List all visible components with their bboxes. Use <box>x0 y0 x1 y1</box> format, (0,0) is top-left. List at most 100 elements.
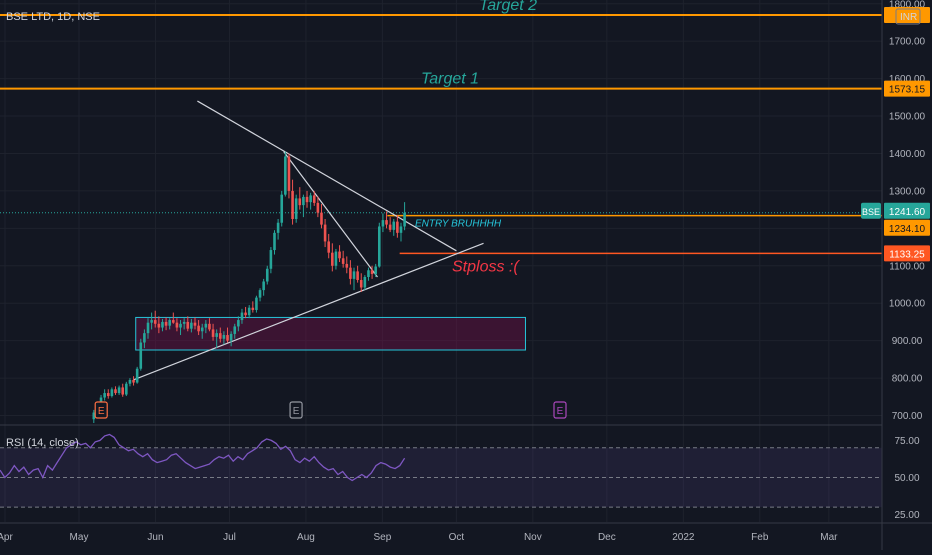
candle-body <box>247 307 251 316</box>
candle-body <box>334 251 338 266</box>
candle-body <box>106 393 110 397</box>
candle-body <box>298 198 302 206</box>
candle-body <box>327 241 331 253</box>
price-badge-box <box>884 80 930 97</box>
candle-body <box>139 342 143 369</box>
price-levels: Target 2 Target 1 ENTRY BRUHHHH Stploss :( <box>0 0 882 275</box>
time-tick-label: Sep <box>374 532 392 543</box>
candle-body <box>352 271 356 279</box>
time-tick-label: Aug <box>297 532 315 543</box>
trendline <box>283 151 378 278</box>
candle-body <box>269 250 273 269</box>
candle-body <box>135 368 139 383</box>
candle-body <box>182 321 186 324</box>
grid <box>0 0 882 522</box>
rsi-tick-label: 75.00 <box>894 436 919 447</box>
symbol-badge-text: BSE <box>862 207 880 217</box>
candle-body <box>302 196 305 206</box>
target-label: Target 1 <box>421 71 479 88</box>
earnings-marker[interactable]: E <box>289 401 303 419</box>
rsi-tick-label: 25.00 <box>894 510 919 521</box>
candle-body <box>244 312 247 316</box>
candle-body <box>226 335 229 341</box>
price-badge-box <box>884 202 930 219</box>
candle-body <box>381 220 385 227</box>
earnings-marker-label: E <box>98 406 105 417</box>
candle-body <box>280 194 284 223</box>
price-axis: 700.00800.00900.001000.001100.001200.001… <box>861 0 932 550</box>
candle-body <box>121 387 125 395</box>
candle-body <box>338 251 341 259</box>
candle-body <box>392 221 396 230</box>
candle-body <box>233 326 237 334</box>
price-tick-label: 1500.00 <box>889 112 926 123</box>
earnings-marker-label: E <box>557 406 564 417</box>
candle-body <box>125 383 128 395</box>
candle-body <box>215 333 218 337</box>
price-tick-label: 1400.00 <box>889 149 926 160</box>
candle-body <box>168 320 171 326</box>
candle-body <box>323 224 327 242</box>
price-badge-text: 1133.25 <box>889 249 925 260</box>
candle-body <box>399 226 403 233</box>
symbol-title[interactable]: BSE LTD, 1D, NSE <box>6 11 100 23</box>
candle-body <box>218 333 222 339</box>
stoploss-label: Stploss :( <box>452 258 520 275</box>
candles <box>92 151 406 423</box>
candle-body <box>356 271 359 281</box>
candle-body <box>305 196 309 203</box>
symbol-badge-box <box>861 202 881 219</box>
price-badge-box <box>884 219 930 236</box>
candle-body <box>388 224 392 230</box>
price-badge-text: 1234.10 <box>889 224 926 235</box>
earnings-marker[interactable]: E <box>94 401 108 419</box>
candle-body <box>117 387 121 394</box>
candle-body <box>359 280 363 288</box>
candle-body <box>164 321 168 326</box>
time-tick-label: Feb <box>751 532 769 543</box>
time-axis: Apr May Jun Jul Aug Sep Oct Nov Dec 2022 Feb Mar <box>0 522 932 543</box>
price-badge-box <box>884 245 930 262</box>
candle-body <box>385 220 388 225</box>
candle-body <box>363 277 367 288</box>
trendline <box>133 242 484 381</box>
candle-body <box>240 312 244 321</box>
candle-body <box>208 323 211 330</box>
candle-body <box>262 281 265 291</box>
earnings-marker[interactable]: E <box>553 401 567 419</box>
candle-body <box>396 221 399 233</box>
candle-body <box>320 212 323 225</box>
candle-body <box>370 270 374 275</box>
candle-body <box>172 320 175 323</box>
currency-label: INR <box>900 12 917 23</box>
price-tick-label: 1100.00 <box>889 261 925 272</box>
earnings-marker-label: E <box>293 406 300 417</box>
currency-box[interactable] <box>895 8 921 25</box>
time-tick-label: May <box>70 532 89 543</box>
candle-body <box>204 323 208 328</box>
candle-body <box>150 320 153 323</box>
candle-body <box>378 226 381 267</box>
time-tick-label: Apr <box>0 532 13 543</box>
earnings-marker-box <box>94 401 108 419</box>
price-tick-label: 1700.00 <box>889 37 926 48</box>
time-tick-label: Jul <box>223 532 236 543</box>
candle-body <box>200 327 204 332</box>
rsi-pane <box>0 424 932 508</box>
candle-body <box>92 412 96 420</box>
candle-body <box>179 323 182 328</box>
candle-body <box>175 322 179 328</box>
candle-body <box>161 321 164 328</box>
price-badge-stoploss: 1133.25 <box>884 245 930 262</box>
candle-body <box>237 320 240 327</box>
demand-zone <box>135 316 526 351</box>
time-tick-label: Oct <box>449 532 465 543</box>
candle-body <box>273 232 276 251</box>
rsi-title[interactable]: RSI (14, close) <box>6 437 79 449</box>
candle-body <box>128 379 132 384</box>
earnings-marker-box <box>553 401 567 419</box>
candle-body <box>349 267 352 279</box>
